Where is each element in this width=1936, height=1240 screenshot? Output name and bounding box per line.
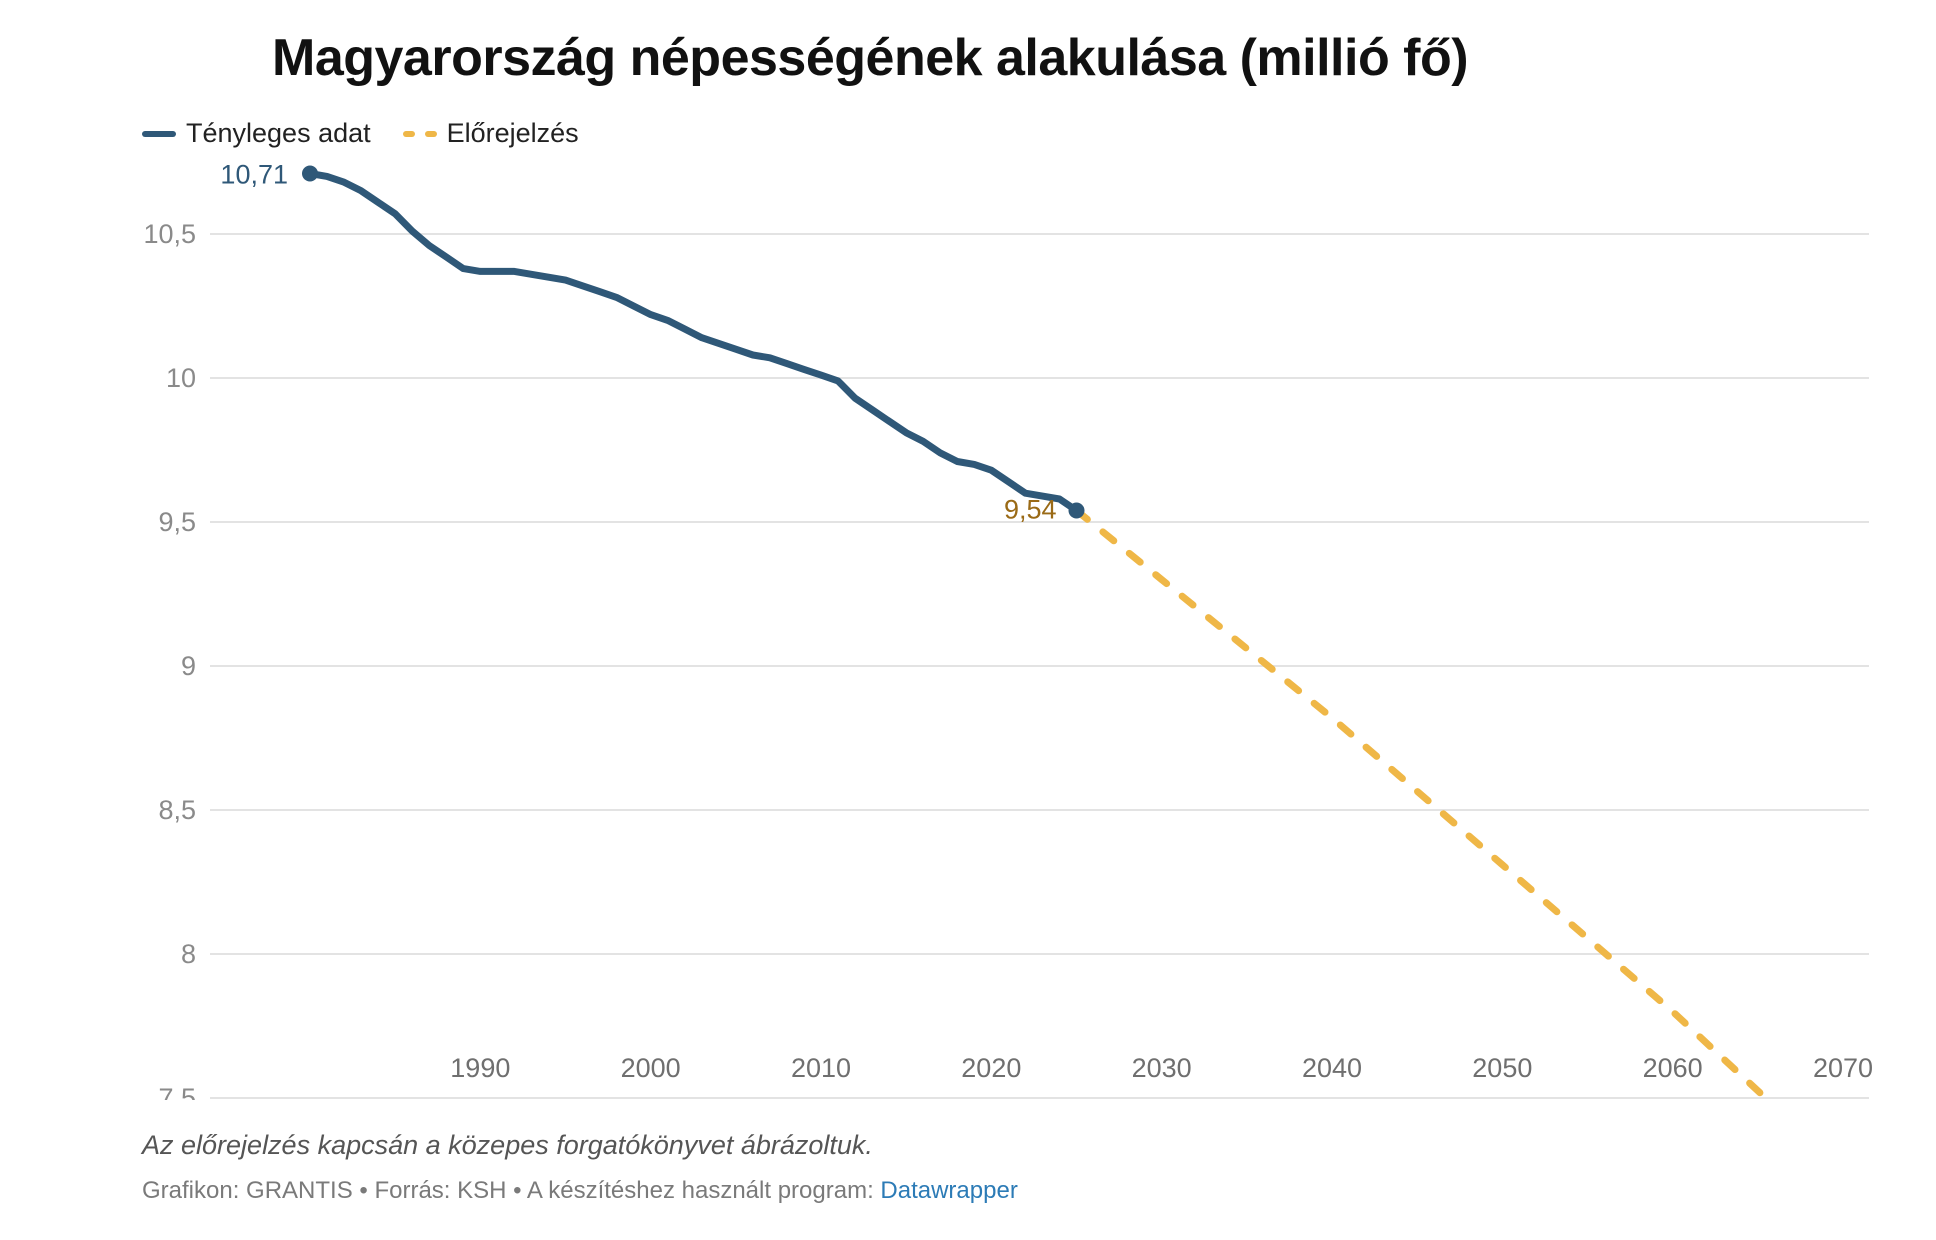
x-tick-label: 2020 [961,1053,1021,1083]
legend-item-forecast: Előrejelzés [402,118,579,149]
footer-credits: Grafikon: GRANTIS • Forrás: KSH • A kész… [142,1177,881,1204]
x-tick-label: 2030 [1132,1053,1192,1083]
datawrapper-link[interactable]: Datawrapper [880,1177,1018,1204]
legend-swatch-forecast [402,130,437,137]
y-tick-label: 9 [181,651,196,681]
series-line-actual [306,170,1080,514]
x-tick-label: 2000 [621,1053,681,1083]
chart-title: Magyarország népességének alakulása (mil… [272,29,1469,87]
y-tick-label: 7,5 [158,1083,196,1100]
x-tick-label: 1990 [450,1053,510,1083]
x-tick-label: 2010 [791,1053,851,1083]
legend-label-actual: Tényleges adat [186,118,371,148]
chart-note: Az előrejelzés kapcsán a közepes forgató… [142,1130,873,1160]
chart-footer: Grafikon: GRANTIS • Forrás: KSH • A kész… [142,1177,1018,1205]
y-tick-label: 8 [181,939,196,969]
line-chart: 7,5 8 8,5 9 9,5 10 10,5 1990 2000 2010 2020 2030 204… [143,160,1873,1100]
y-tick-label: 10,5 [143,219,196,249]
y-tick-label: 9,5 [158,507,196,537]
x-tick-label: 2070 [1813,1053,1873,1083]
y-tick-label: 8,5 [158,795,196,825]
series-line-forecast [1073,507,1773,1100]
legend-label-forecast: Előrejelzés [446,118,579,148]
x-tick-label: 2050 [1472,1053,1532,1083]
marker-actual-start [302,165,318,182]
x-tick-label: 2060 [1643,1053,1703,1083]
data-label-start: 10,71 [220,160,288,190]
legend-item-actual: Tényleges adat [142,118,371,149]
data-label-2025: 9,54 [1004,494,1057,524]
y-tick-label: 10 [166,363,196,393]
marker-actual-end [1068,502,1085,519]
legend: Tényleges adat Előrejelzés [142,118,611,149]
x-tick-label: 2040 [1302,1053,1362,1083]
legend-swatch-actual [142,130,176,137]
